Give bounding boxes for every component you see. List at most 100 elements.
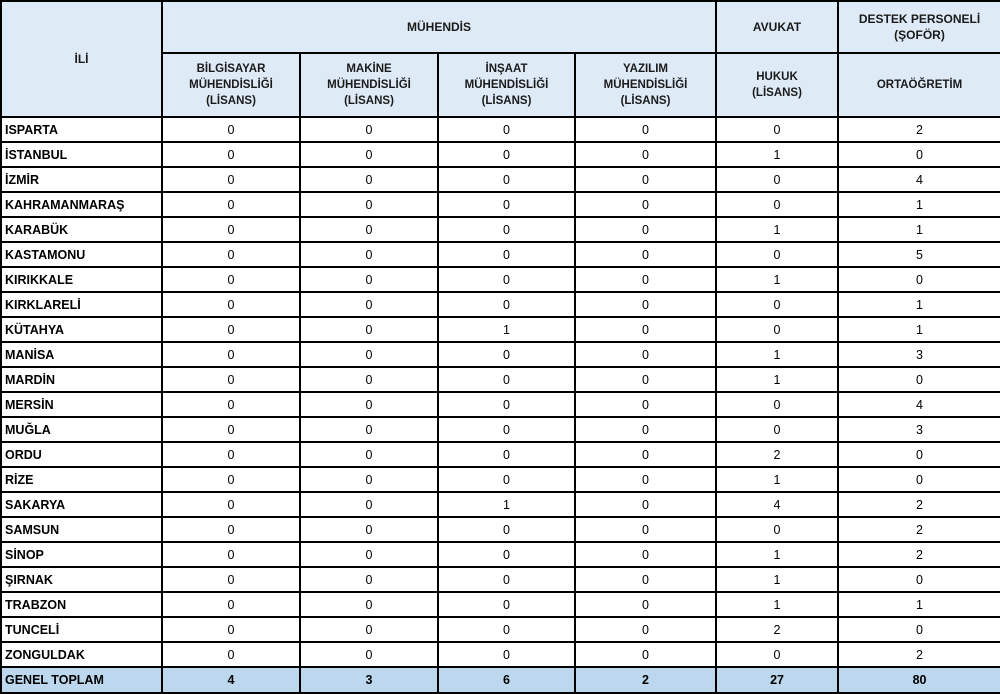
table-row: ISPARTA 0 0 0 0 0 2 [0,116,1000,143]
table-row: ORDU 0 0 0 0 2 0 [0,441,1000,468]
value-cell: 1 [715,266,840,293]
province-cell: KIRKLARELİ [0,291,163,318]
value-cell: 0 [161,516,301,543]
value-cell: 0 [161,641,301,668]
value-cell: 0 [299,216,439,243]
value-cell: 0 [437,166,576,193]
column-header-province: İLİ [0,0,163,118]
value-cell: 0 [837,366,1000,393]
value-cell: 0 [299,141,439,168]
sub-header-software-engineering: YAZILIM MÜHENDİSLİĞİ (LİSANS) [573,52,718,118]
province-cell: MANİSA [0,341,163,368]
value-cell: 0 [437,466,576,493]
value-cell: 0 [715,166,840,193]
value-cell: 0 [573,566,718,593]
value-cell: 0 [837,266,1000,293]
value-cell: 0 [573,216,718,243]
value-cell: 0 [299,291,439,318]
value-cell: 5 [837,241,1000,268]
province-cell: KÜTAHYA [0,316,163,343]
table-row: KAHRAMANMARAŞ 0 0 0 0 0 1 [0,191,1000,218]
sub-header-mechanical-engineering: MAKİNE MÜHENDİSLİĞİ (LİSANS) [299,52,439,118]
value-cell: 0 [299,416,439,443]
value-cell: 0 [161,591,301,618]
group-header-support-staff: DESTEK PERSONELİ (ŞOFÖR) [837,0,1000,54]
total-value-cell: 27 [715,666,840,694]
province-cell: RİZE [0,466,163,493]
province-cell: MARDİN [0,366,163,393]
group-header-engineer: MÜHENDİS [160,0,718,54]
value-cell: 1 [437,491,576,518]
value-cell: 0 [573,191,718,218]
table-row: MARDİN 0 0 0 0 1 0 [0,366,1000,393]
value-cell: 0 [837,141,1000,168]
value-cell: 0 [715,291,840,318]
value-cell: 0 [299,341,439,368]
value-cell: 1 [715,566,840,593]
province-cell: İZMİR [0,166,163,193]
value-cell: 0 [161,416,301,443]
value-cell: 0 [437,191,576,218]
value-cell: 0 [161,366,301,393]
value-cell: 0 [161,441,301,468]
value-cell: 0 [437,141,576,168]
value-cell: 3 [837,416,1000,443]
value-cell: 0 [161,191,301,218]
value-cell: 0 [161,141,301,168]
value-cell: 0 [161,491,301,518]
table-row: KASTAMONU 0 0 0 0 0 5 [0,241,1000,268]
province-cell: KAHRAMANMARAŞ [0,191,163,218]
table-row: SİNOP 0 0 0 0 1 2 [0,541,1000,568]
value-cell: 1 [437,316,576,343]
value-cell: 0 [161,266,301,293]
total-value-cell: 2 [573,666,718,694]
table-row: SAMSUN 0 0 0 0 0 2 [0,516,1000,543]
value-cell: 0 [299,191,439,218]
value-cell: 0 [437,366,576,393]
value-cell: 0 [161,316,301,343]
total-value-cell: 3 [299,666,439,694]
total-row: GENEL TOPLAM 4 3 6 2 27 80 [0,666,1000,694]
value-cell: 0 [715,391,840,418]
province-cell: KIRIKKALE [0,266,163,293]
value-cell: 3 [837,341,1000,368]
value-cell: 0 [437,441,576,468]
value-cell: 2 [837,116,1000,143]
value-cell: 0 [299,541,439,568]
value-cell: 0 [299,641,439,668]
value-cell: 0 [837,616,1000,643]
value-cell: 0 [837,441,1000,468]
value-cell: 0 [299,616,439,643]
table-row: İSTANBUL 0 0 0 0 1 0 [0,141,1000,168]
value-cell: 0 [161,341,301,368]
sub-header-civil-engineering: İNŞAAT MÜHENDİSLİĞİ (LİSANS) [437,52,576,118]
value-cell: 0 [437,616,576,643]
value-cell: 0 [715,316,840,343]
value-cell: 1 [715,541,840,568]
value-cell: 1 [715,141,840,168]
value-cell: 0 [573,316,718,343]
value-cell: 0 [573,516,718,543]
value-cell: 4 [715,491,840,518]
value-cell: 2 [715,441,840,468]
table-row: MANİSA 0 0 0 0 1 3 [0,341,1000,368]
province-cell: KARABÜK [0,216,163,243]
value-cell: 2 [837,541,1000,568]
value-cell: 1 [715,366,840,393]
table-row: SAKARYA 0 0 1 0 4 2 [0,491,1000,518]
value-cell: 0 [437,341,576,368]
value-cell: 0 [437,416,576,443]
table-footer: GENEL TOPLAM 4 3 6 2 27 80 [0,666,1000,694]
province-cell: TUNCELİ [0,616,163,643]
value-cell: 0 [161,391,301,418]
province-cell: İSTANBUL [0,141,163,168]
value-cell: 2 [837,491,1000,518]
value-cell: 0 [837,566,1000,593]
value-cell: 0 [715,416,840,443]
value-cell: 0 [299,516,439,543]
value-cell: 1 [837,191,1000,218]
table-row: RİZE 0 0 0 0 1 0 [0,466,1000,493]
value-cell: 0 [437,641,576,668]
province-cell: MUĞLA [0,416,163,443]
